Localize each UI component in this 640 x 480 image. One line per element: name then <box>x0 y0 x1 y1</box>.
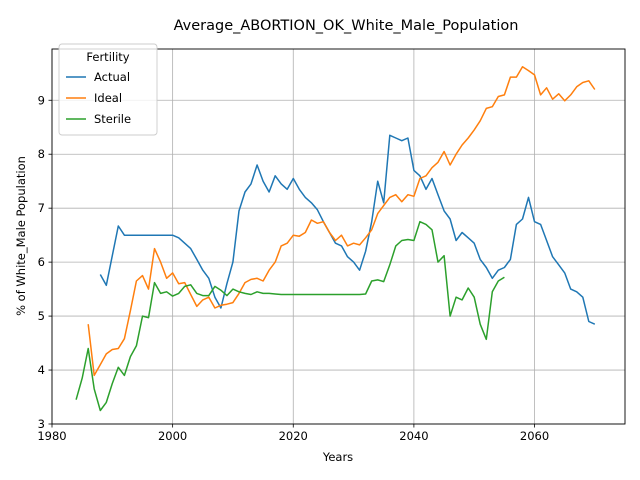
y-tick-label: 3 <box>38 417 45 431</box>
y-axis-label: % of White_Male Population <box>14 156 28 316</box>
x-axis: 1980 2000 2020 2040 2060 <box>37 424 549 443</box>
plot-frame <box>51 48 626 425</box>
x-tick-label: 2040 <box>399 429 428 443</box>
y-tick-label: 4 <box>38 363 45 377</box>
series-layer <box>75 66 596 412</box>
legend-title: Fertility <box>86 50 129 64</box>
legend-label: Actual <box>94 70 130 84</box>
legend: Fertility Actual Ideal Sterile <box>58 43 158 136</box>
legend-box <box>58 43 158 136</box>
legend-label: Ideal <box>94 91 122 105</box>
y-axis: 3 4 5 6 7 8 9 <box>38 93 52 431</box>
x-tick-label: 2000 <box>158 429 187 443</box>
legend-label: Sterile <box>94 112 131 126</box>
series-line-sterile <box>75 220 505 412</box>
y-tick-label: 7 <box>38 201 45 215</box>
x-axis-label: Years <box>322 450 353 464</box>
x-tick-label: 2060 <box>520 429 549 443</box>
y-tick-label: 6 <box>38 255 45 269</box>
chart-title: Average_ABORTION_OK_White_Male_Populatio… <box>174 18 519 34</box>
grid <box>51 49 625 425</box>
y-tick-label: 8 <box>38 147 45 161</box>
series-line-actual <box>99 134 596 325</box>
x-tick-label: 1980 <box>37 429 66 443</box>
series-line-ideal <box>87 66 596 377</box>
y-tick-label: 9 <box>38 93 45 107</box>
legend-items: Actual Ideal Sterile <box>66 70 131 126</box>
x-tick-label: 2020 <box>279 429 308 443</box>
y-tick-label: 5 <box>38 309 45 323</box>
